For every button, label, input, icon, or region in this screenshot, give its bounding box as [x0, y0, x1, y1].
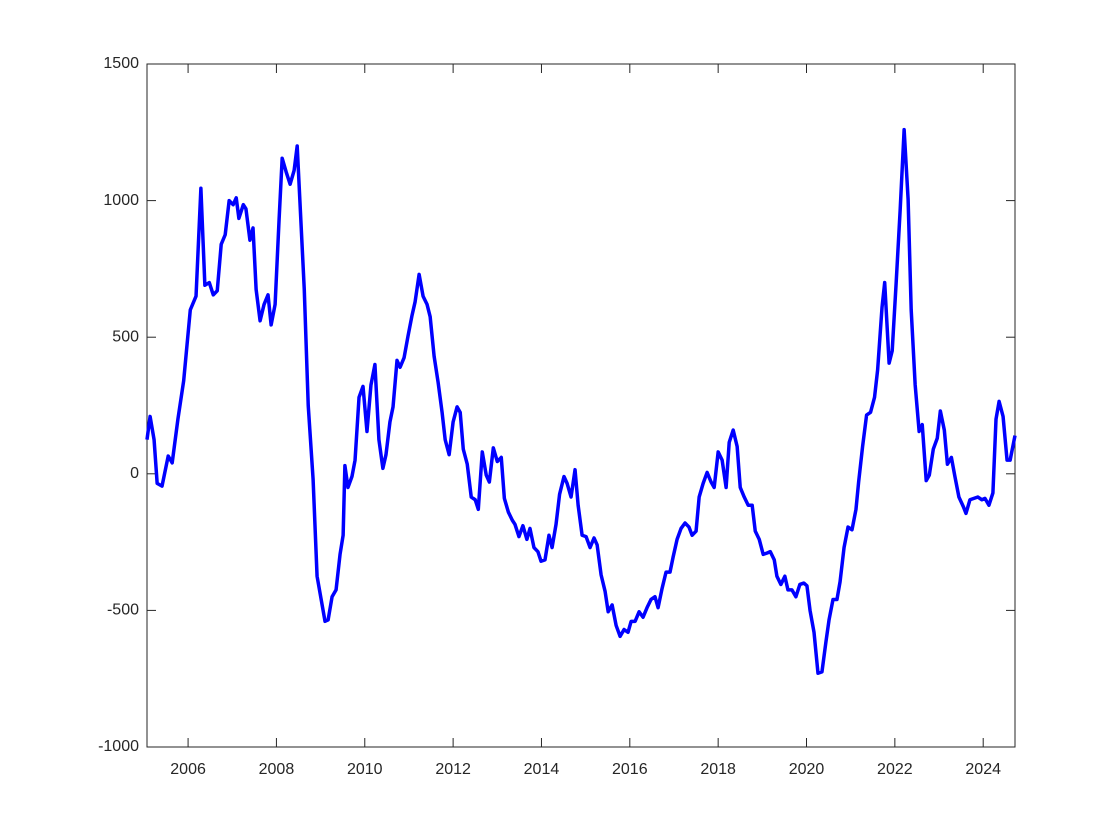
x-tick-label: 2018 [700, 761, 736, 778]
x-tick-label: 2008 [259, 761, 295, 778]
y-tick-label: -500 [107, 602, 139, 619]
x-tick-label: 2022 [877, 761, 913, 778]
x-tick-label: 2014 [524, 761, 560, 778]
x-tick-label: 2006 [170, 761, 206, 778]
x-tick-label: 2012 [435, 761, 471, 778]
y-tick-label: 500 [112, 328, 139, 345]
x-tick-label: 2024 [965, 761, 1001, 778]
x-tick-label: 2016 [612, 761, 648, 778]
y-tick-label: 0 [130, 465, 139, 482]
y-tick-label: 1000 [103, 192, 139, 209]
y-tick-label: -1000 [98, 738, 139, 755]
x-tick-label: 2020 [789, 761, 825, 778]
y-tick-label: 1500 [103, 55, 139, 72]
x-tick-label: 2010 [347, 761, 383, 778]
plot-area [146, 63, 1016, 748]
data-line [145, 127, 1017, 675]
